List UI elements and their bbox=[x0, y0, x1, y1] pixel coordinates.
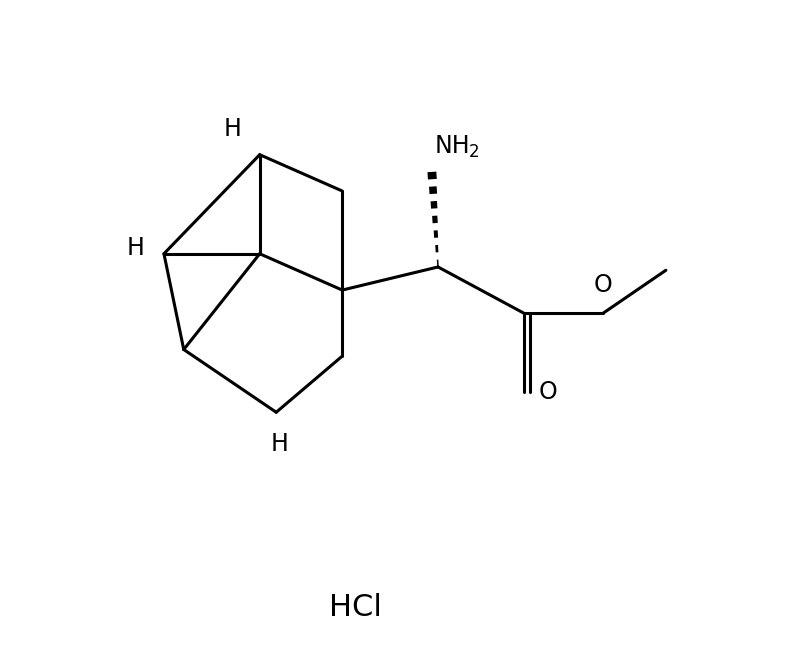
Text: NH: NH bbox=[435, 134, 471, 158]
Text: H: H bbox=[271, 432, 288, 456]
Text: H: H bbox=[126, 236, 144, 260]
Text: 2: 2 bbox=[469, 143, 480, 161]
Text: O: O bbox=[594, 272, 612, 296]
Text: H: H bbox=[224, 117, 241, 141]
Text: HCl: HCl bbox=[329, 593, 382, 621]
Text: O: O bbox=[539, 380, 557, 404]
